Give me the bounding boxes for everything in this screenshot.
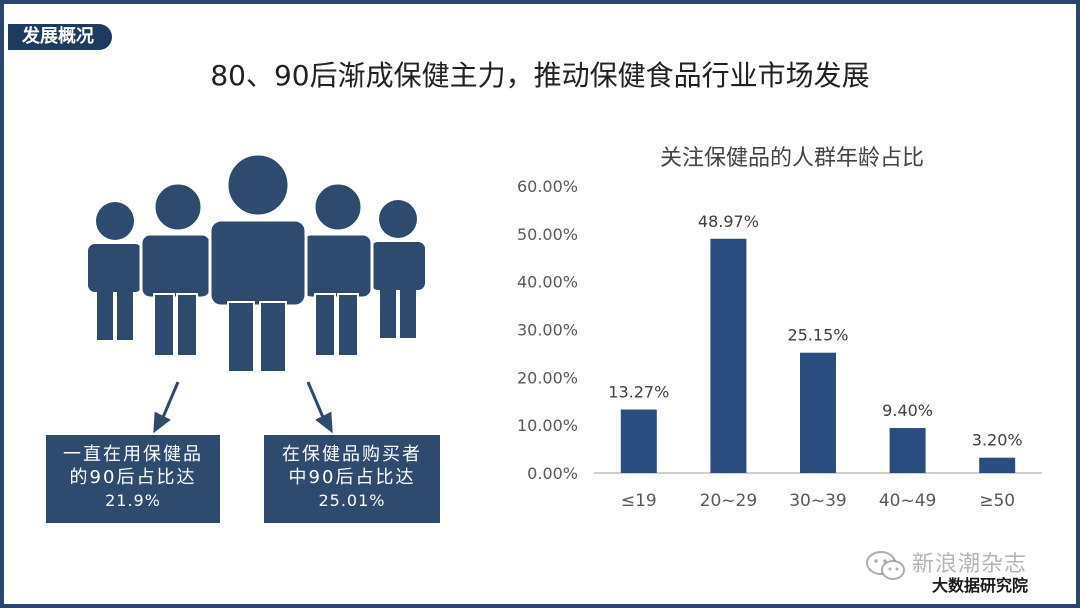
x-tick-label: 30~39 xyxy=(789,491,847,511)
bar xyxy=(889,428,926,473)
data-label: 25.15% xyxy=(787,326,848,345)
y-tick-label: 50.00% xyxy=(517,225,578,244)
section-tag: 发展概况 xyxy=(8,24,112,50)
x-tick-label: 20~29 xyxy=(700,491,758,511)
person-figure xyxy=(139,181,213,357)
person-figure xyxy=(88,202,142,340)
data-label: 9.40% xyxy=(882,401,933,420)
bar xyxy=(620,409,657,473)
data-label: 48.97% xyxy=(698,212,759,231)
callout-value: 25.01% xyxy=(318,491,386,510)
bar xyxy=(710,238,747,473)
data-labels: 13.27% 48.97% 25.15% 9.40% 3.20% xyxy=(608,212,1022,450)
y-tick-label: 40.00% xyxy=(517,273,578,292)
y-tick-label: 0.00% xyxy=(527,464,578,483)
y-tick-label: 30.00% xyxy=(517,321,578,340)
y-tick-label: 20.00% xyxy=(517,368,578,387)
watermark: 新浪潮杂志 大数据研究院 xyxy=(864,542,1064,598)
x-tick-label: ≥50 xyxy=(979,491,1015,511)
callout-in-use: 一直在用保健品 的90后占比达 21.9% xyxy=(46,435,220,523)
person-figure xyxy=(371,200,425,338)
bar xyxy=(979,457,1016,473)
callout-line: 在保健品购买者 xyxy=(282,444,422,465)
y-tick-label: 10.00% xyxy=(517,416,578,435)
bars xyxy=(620,238,1016,473)
y-axis-ticks: 0.00% 10.00% 20.00% 30.00% 40.00% 50.00% 60.00… xyxy=(517,177,578,483)
headline: 80、90后渐成保健主力，推动保健食品行业市场发展 xyxy=(210,59,870,92)
chart-title: 关注保健品的人群年龄占比 xyxy=(660,146,924,171)
age-bar-chart: 关注保健品的人群年龄占比 0.00% 10.00% 20.00% 30.00% 40.0… xyxy=(517,146,1042,511)
arrow-down-icon xyxy=(153,381,333,434)
x-tick-label: ≤19 xyxy=(621,491,657,511)
callout-value: 21.9% xyxy=(105,491,161,510)
callout-line: 中90后占比达 xyxy=(288,467,416,488)
watermark-line2: 大数据研究院 xyxy=(932,576,1029,595)
x-tick-label: 40~49 xyxy=(879,491,937,511)
callout-line: 一直在用保健品 xyxy=(63,444,203,465)
people-group-icon xyxy=(88,152,425,373)
data-label: 13.27% xyxy=(608,383,669,402)
watermark-line1: 新浪潮杂志 xyxy=(912,552,1028,577)
callout-line: 的90后占比达 xyxy=(69,467,197,488)
wechat-icon xyxy=(866,551,905,580)
data-label: 3.20% xyxy=(972,431,1023,450)
bar xyxy=(800,352,836,473)
callout-buyers: 在保健品购买者 中90后占比达 25.01% xyxy=(264,435,440,523)
y-tick-label: 60.00% xyxy=(517,177,578,196)
person-figure xyxy=(208,152,308,373)
x-axis-ticks: ≤19 20~29 30~39 40~49 ≥50 xyxy=(621,491,1015,511)
